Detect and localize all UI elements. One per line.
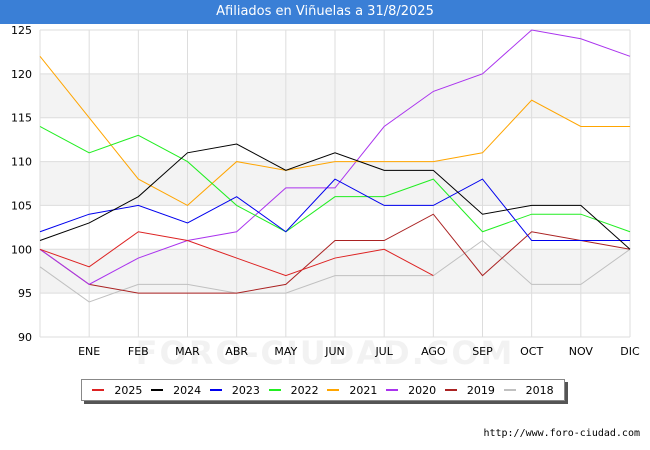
- legend-item-2019: 2019: [444, 383, 495, 397]
- legend-label: 2022: [290, 383, 319, 397]
- y-tick-label: 125: [11, 24, 32, 37]
- legend-swatch: [151, 389, 164, 391]
- x-tick-label: JUN: [324, 345, 345, 358]
- legend-item-2023: 2023: [209, 383, 260, 397]
- series-line-2018: [39, 239, 631, 303]
- series-line-2025: [39, 231, 434, 277]
- x-tick-label: OCT: [520, 345, 543, 358]
- legend-swatch: [268, 389, 281, 391]
- x-tick-label: FEB: [128, 345, 149, 358]
- legend-item-2021: 2021: [327, 384, 377, 397]
- legend-label: 2020: [408, 383, 437, 397]
- legend-swatch: [386, 389, 399, 391]
- legend-label: 2019: [466, 383, 495, 397]
- series-lines: [39, 29, 631, 303]
- series-line-2023: [39, 178, 630, 242]
- y-tick-label: 95: [18, 287, 32, 300]
- series-line-2021: [39, 56, 630, 207]
- x-axis-ticks: ENE FEB MAR ABR MAY JUN JUL AGO SEP OCT NOV DIC: [78, 345, 640, 358]
- x-tick-label: MAY: [274, 345, 297, 358]
- chart-title: Afiliados en Viñuelas a 31/8/2025: [0, 0, 650, 24]
- x-tick-label: ENE: [78, 345, 100, 358]
- legend-label: 2025: [114, 383, 143, 397]
- legend-label: 2018: [525, 383, 554, 397]
- y-tick-label: 110: [11, 156, 32, 169]
- series-line-2022: [39, 126, 631, 233]
- series-line-2020: [39, 29, 631, 285]
- series-line-2019: [39, 213, 631, 294]
- x-tick-label: DIC: [620, 345, 640, 358]
- y-tick-label: 100: [11, 243, 32, 256]
- series-line-2024: [39, 143, 631, 250]
- legend-swatch: [503, 389, 516, 391]
- legend-item-2020: 2020: [386, 384, 436, 397]
- legend-item-2022: 2022: [268, 383, 319, 397]
- y-axis-ticks: 90 95 100 105 110 115 120 125: [11, 24, 32, 344]
- legend-swatch: [209, 389, 222, 391]
- legend-label: 2024: [173, 383, 202, 397]
- y-tick-label: 115: [11, 112, 32, 125]
- x-tick-label: AGO: [421, 345, 446, 358]
- x-tick-label: SEP: [472, 345, 493, 358]
- x-tick-label: ABR: [225, 345, 248, 358]
- x-tick-label: NOV: [569, 345, 594, 358]
- legend-item-2024: 2024: [151, 384, 201, 397]
- legend-label: 2021: [349, 383, 378, 397]
- x-tick-label: MAR: [175, 345, 200, 358]
- watermark: FORO-CIUDAD.COM: [135, 334, 515, 372]
- y-tick-label: 90: [18, 331, 32, 344]
- legend-item-2018: 2018: [503, 383, 554, 397]
- y-tick-label: 105: [11, 199, 32, 212]
- legend-item-2025: 2025: [92, 384, 142, 397]
- legend-swatch: [444, 389, 457, 391]
- legend-swatch: [327, 389, 340, 391]
- x-tick-label: JUL: [374, 345, 393, 358]
- legend-label: 2023: [231, 383, 260, 397]
- source-credit: http://www.foro-ciudad.com: [483, 428, 640, 439]
- chart-legend: 2025 2024 2023 2022 2021 2020 2019 2018: [81, 379, 565, 401]
- legend-swatch: [92, 389, 105, 391]
- y-tick-label: 120: [11, 68, 32, 81]
